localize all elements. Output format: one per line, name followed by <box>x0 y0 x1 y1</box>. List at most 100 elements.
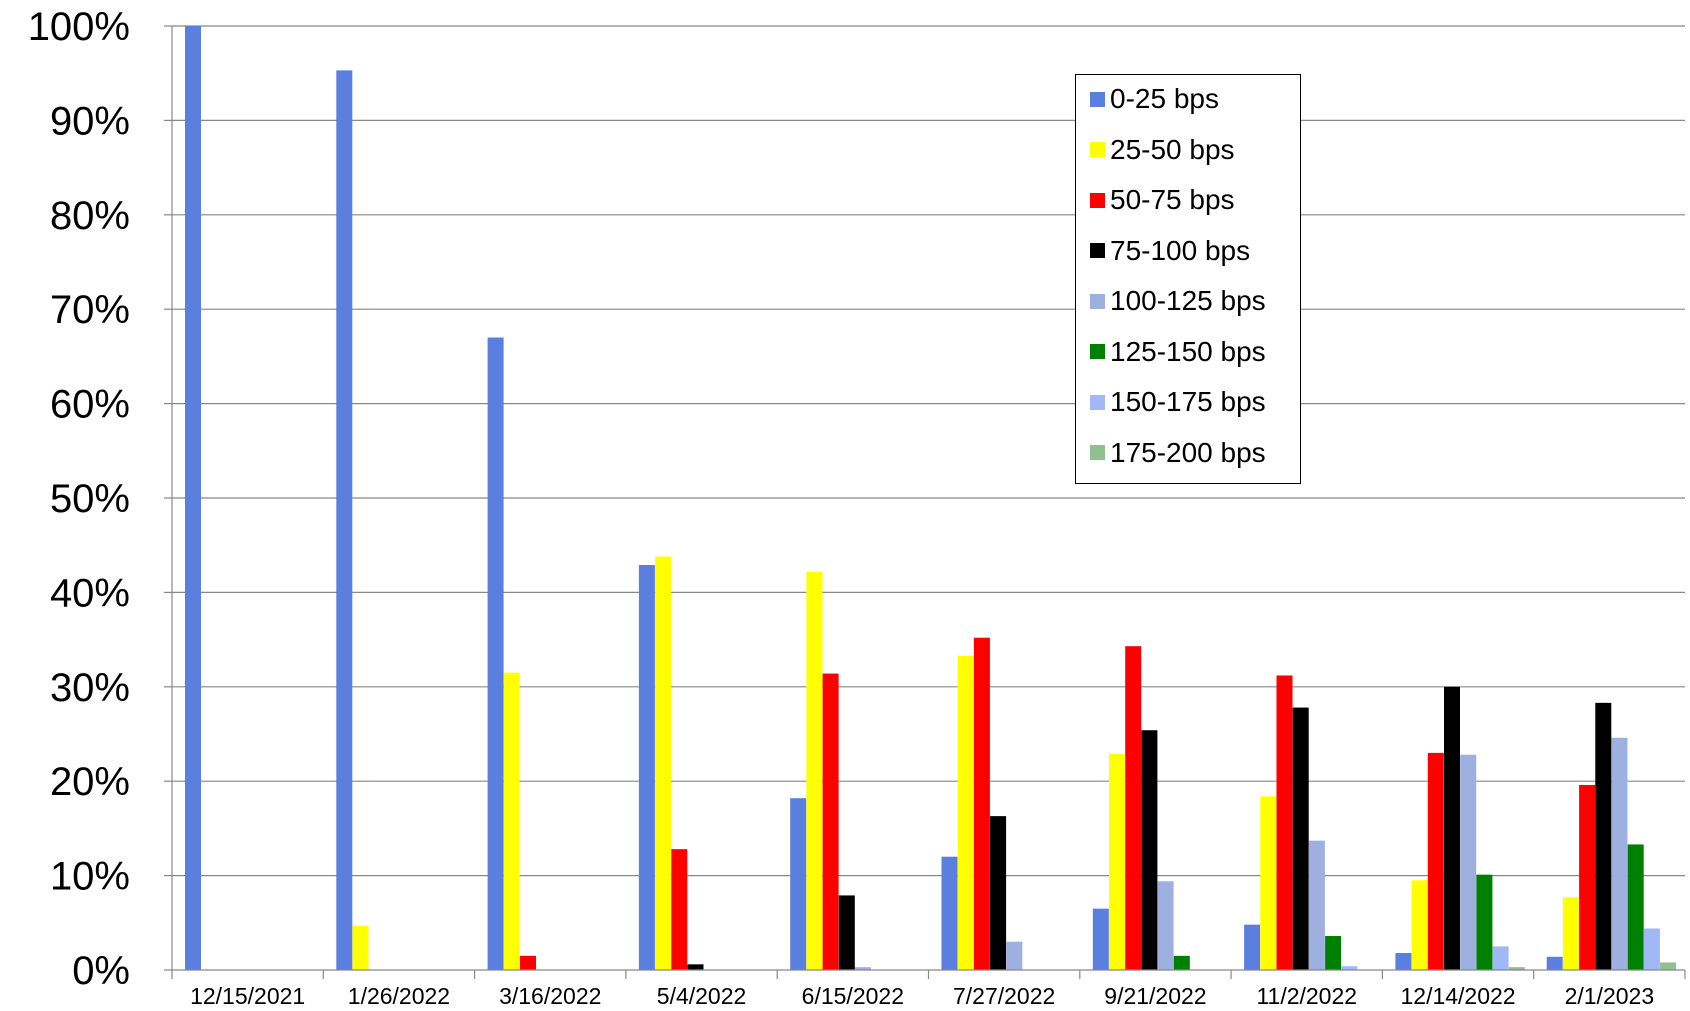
bar <box>1444 686 1460 970</box>
bar <box>1157 881 1174 970</box>
bar <box>487 337 504 970</box>
x-tick-label: 6/15/2022 <box>802 983 904 1009</box>
bar <box>806 571 823 970</box>
bar <box>990 816 1007 970</box>
bar <box>1562 897 1579 970</box>
y-tick-label: 60% <box>50 383 130 427</box>
legend-item: 0-25 bps <box>1090 79 1219 119</box>
bar <box>1660 962 1677 970</box>
bar <box>1308 840 1325 970</box>
bar <box>1006 941 1023 970</box>
x-tick-label: 5/4/2022 <box>657 983 747 1009</box>
bar <box>1643 928 1660 970</box>
legend-swatch <box>1090 243 1105 258</box>
bar <box>1476 874 1493 970</box>
legend-item: 50-75 bps <box>1090 180 1235 220</box>
x-tick-label: 7/27/2022 <box>953 983 1055 1009</box>
x-tick-label: 2/1/2023 <box>1565 983 1655 1009</box>
bar <box>687 964 704 970</box>
bar <box>855 967 871 970</box>
x-tick-label: 9/21/2022 <box>1104 983 1206 1009</box>
legend-swatch <box>1090 394 1105 410</box>
bar <box>1411 880 1428 970</box>
legend-swatch <box>1090 91 1105 107</box>
legend-label: 100-125 bps <box>1110 285 1266 316</box>
y-tick-label: 90% <box>50 99 130 143</box>
legend-swatch <box>1090 445 1105 460</box>
x-tick-label: 12/14/2022 <box>1400 983 1515 1009</box>
axes <box>171 26 1686 979</box>
bar <box>1173 955 1190 970</box>
x-axis-tick-labels: 12/15/2021 1/26/2022 3/16/2022 5/4/2022 6/15… <box>190 983 1654 1009</box>
bar <box>352 925 369 970</box>
bar <box>957 655 974 970</box>
y-tick-label: 20% <box>50 760 130 804</box>
legend-item: 100-125 bps <box>1090 281 1266 321</box>
y-tick-label: 100% <box>28 5 130 49</box>
bar <box>1292 707 1309 970</box>
x-tick-label: 3/16/2022 <box>499 983 601 1009</box>
legend-swatch <box>1090 293 1105 309</box>
y-tick-label: 70% <box>50 288 130 332</box>
bar <box>1125 646 1142 970</box>
bar <box>638 565 655 970</box>
bar <box>1092 908 1109 970</box>
bar <box>520 955 536 970</box>
legend-item: 25-50 bps <box>1090 130 1235 170</box>
bar <box>671 849 688 970</box>
y-tick-label: 10% <box>50 855 130 899</box>
bar <box>973 637 990 970</box>
y-axis-tick-labels: 0% 10% 20% 30% 40% 50% 60% 70% 80% 90% 100% <box>28 5 130 993</box>
bar <box>185 26 201 970</box>
legend-label: 25-50 bps <box>1110 133 1235 165</box>
bar <box>1427 752 1444 970</box>
bar <box>1341 966 1358 970</box>
legend-swatch <box>1090 344 1105 359</box>
y-tick-label: 40% <box>50 571 130 615</box>
x-tick-label: 11/2/2022 <box>1256 983 1357 1009</box>
bar <box>1611 737 1628 970</box>
legend-label: 50-75 bps <box>1110 184 1235 215</box>
legend-label: 150-175 bps <box>1110 386 1266 417</box>
legend-item: 75-100 bps <box>1090 231 1250 271</box>
x-tick-label: 1/26/2022 <box>348 983 450 1009</box>
bar <box>790 798 807 970</box>
bar <box>1627 844 1644 970</box>
bar <box>1260 796 1277 970</box>
bar <box>941 856 958 970</box>
bar <box>1595 702 1612 970</box>
bar <box>1395 953 1412 970</box>
legend-item: 150-175 bps <box>1090 382 1266 422</box>
y-tick-label: 50% <box>50 477 130 521</box>
y-tick-label: 80% <box>50 194 130 238</box>
legend: 0-25 bps 25-50 bps 50-75 bps 75-100 bps 100-… <box>1075 74 1301 484</box>
bar <box>822 673 839 970</box>
bar <box>1276 675 1293 970</box>
legend-label: 75-100 bps <box>1110 234 1251 266</box>
legend-label: 0-25 bps <box>1110 83 1219 114</box>
bar <box>1546 956 1563 970</box>
legend-item: 125-150 bps <box>1090 332 1266 372</box>
bar <box>1508 967 1525 970</box>
bar <box>1244 924 1261 970</box>
bar <box>503 672 520 970</box>
bar <box>655 556 672 970</box>
legend-swatch <box>1090 142 1105 157</box>
bar <box>1492 946 1509 970</box>
bars <box>185 26 1677 971</box>
legend-label: 125-150 bps <box>1110 335 1266 367</box>
legend-label: 175-200 bps <box>1110 436 1266 468</box>
legend-swatch <box>1090 192 1105 208</box>
gridlines <box>164 25 1685 971</box>
bar <box>1579 784 1596 970</box>
bar <box>1325 936 1342 970</box>
bar <box>1109 753 1125 970</box>
bar <box>1141 730 1158 970</box>
bar <box>838 895 855 970</box>
y-tick-label: 30% <box>50 666 130 710</box>
legend-item: 175-200 bps <box>1090 433 1266 473</box>
bar <box>1460 754 1477 970</box>
y-tick-label: 0% <box>72 949 130 993</box>
bar <box>336 70 353 971</box>
